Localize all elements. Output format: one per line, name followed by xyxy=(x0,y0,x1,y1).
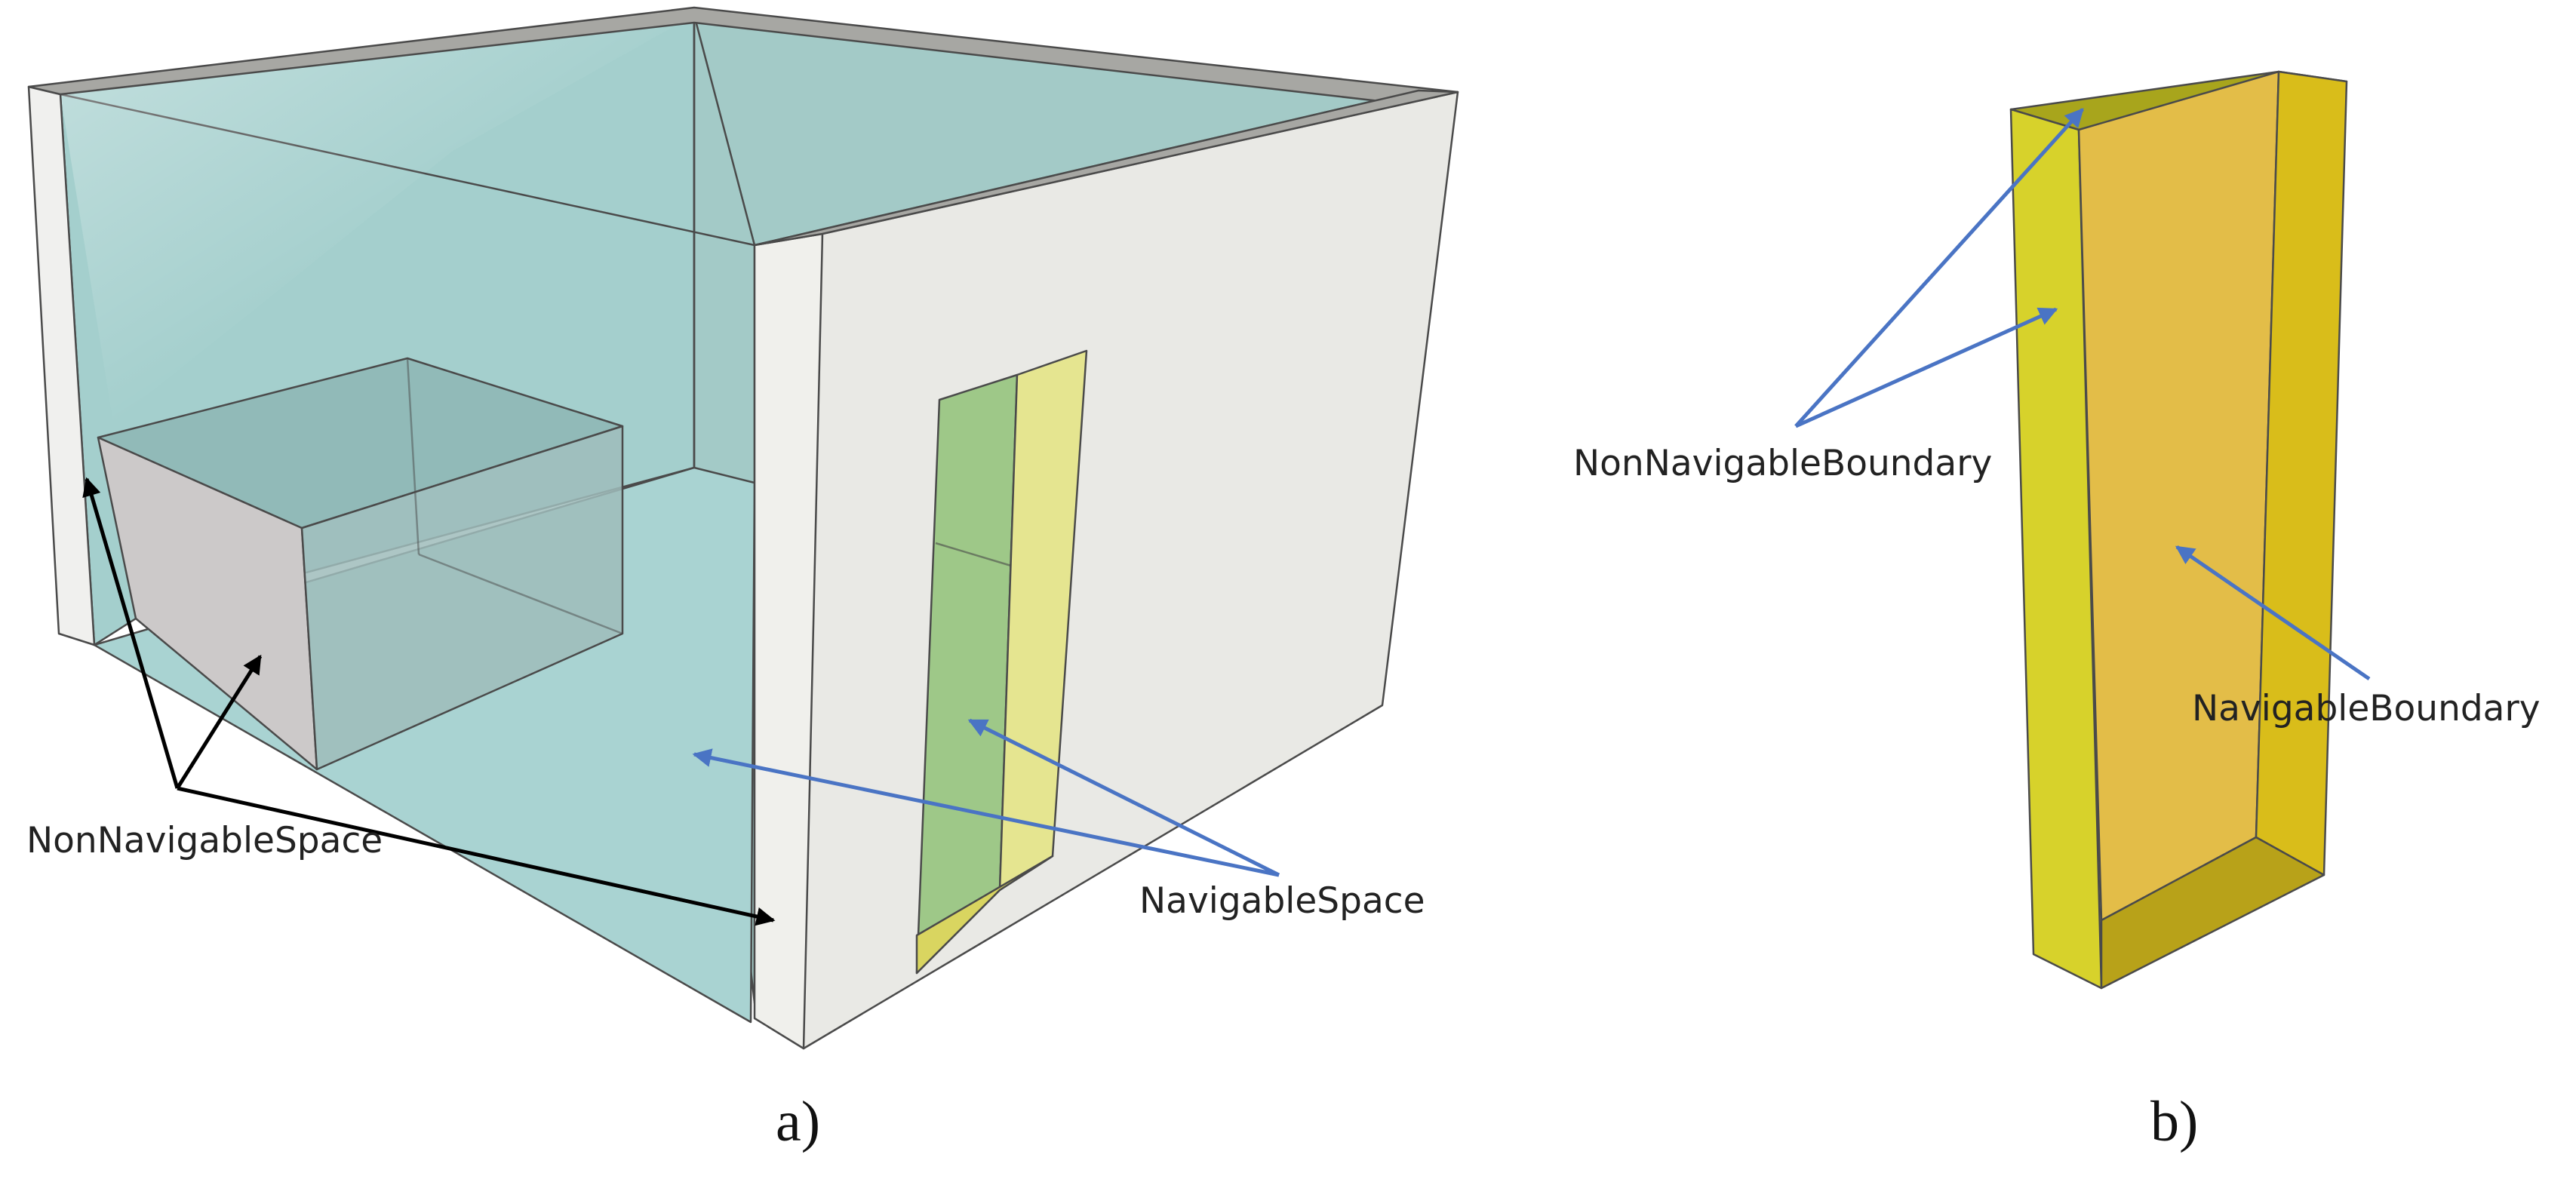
panel-a-label: a) xyxy=(776,1090,820,1153)
boundary-bottom-face xyxy=(2100,836,2325,990)
front-wall-top xyxy=(753,89,1459,247)
non-navigable-boundary-label: NonNavigableBoundary xyxy=(1573,443,1992,484)
boundary-inner-face xyxy=(2077,70,2280,922)
non-navigable-space-label: NonNavigableSpace xyxy=(26,820,383,861)
navigable-boundary-arrow xyxy=(2175,545,2371,681)
non-navigable-space-arrows xyxy=(82,477,776,926)
panel-b-label: b) xyxy=(2150,1090,2198,1153)
navigable-space-arrows xyxy=(692,718,1280,877)
navigable-boundary-label: NavigableBoundary xyxy=(2192,688,2541,729)
navigable-space-label: NavigableSpace xyxy=(1139,880,1425,922)
furniture-box xyxy=(97,357,624,771)
door-opening xyxy=(915,349,1088,975)
boundary-diagram: NonNavigableBoundary NavigableBoundary b… xyxy=(1573,70,2541,1153)
room-diagram: NonNavigableSpace NavigableSpace a) xyxy=(26,6,1459,1153)
non-navigable-boundary-arrows xyxy=(1794,108,2084,428)
